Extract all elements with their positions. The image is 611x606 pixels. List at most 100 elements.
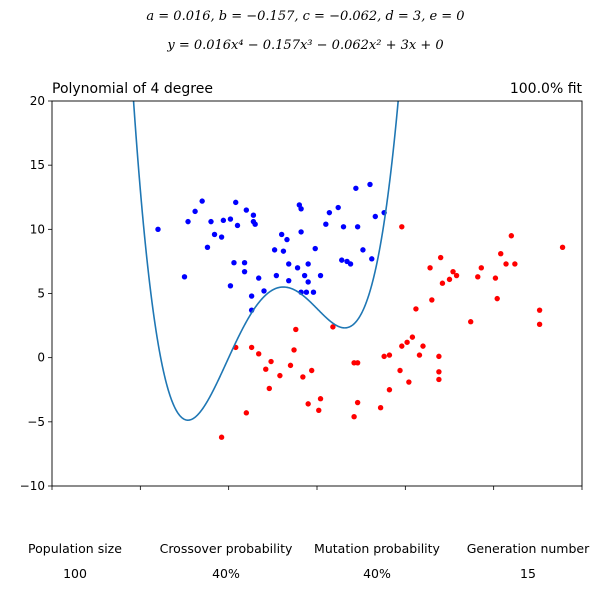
data-point	[399, 224, 405, 230]
data-point	[406, 379, 412, 385]
data-point	[450, 268, 456, 275]
data-point	[271, 247, 278, 253]
x-tick-label: −5	[131, 493, 149, 495]
data-point	[354, 399, 361, 406]
data-point	[218, 434, 225, 440]
chart-fit: 100.0% fit	[510, 81, 583, 97]
data-point	[323, 221, 329, 227]
data-point	[263, 366, 269, 372]
data-point	[268, 358, 274, 365]
data-point	[286, 261, 292, 267]
axis-ticks: −10 −5 0 5 10 15 20 −10 −5 0 5 10 15 20	[20, 94, 590, 495]
data-point	[227, 216, 234, 222]
plot-frame	[51, 100, 583, 487]
x-tick-label: 10	[398, 493, 413, 495]
data-point	[250, 212, 257, 218]
data-point	[310, 289, 317, 295]
data-point	[354, 224, 361, 230]
data-point	[305, 401, 311, 407]
data-point	[286, 277, 292, 284]
data-point	[498, 251, 504, 257]
data-point	[492, 275, 499, 281]
data-point	[439, 280, 446, 286]
data-point	[436, 369, 442, 375]
data-point	[241, 268, 248, 275]
data-point	[256, 275, 262, 281]
data-point	[386, 352, 393, 358]
y-tick-label: 5	[37, 287, 45, 301]
data-point	[478, 265, 484, 271]
data-point	[453, 272, 460, 279]
data-point	[208, 218, 214, 225]
data-point	[494, 295, 500, 302]
x-tick-label: 20	[574, 493, 589, 495]
data-point	[243, 207, 250, 213]
data-point	[211, 231, 218, 238]
data-point	[309, 367, 315, 374]
data-point	[155, 226, 161, 233]
y-tick-label: 10	[30, 222, 45, 236]
chart-title: Polynomial of 4 degree	[52, 81, 213, 97]
x-tick-label: −10	[39, 493, 64, 495]
mutation-probability-value: 40%	[363, 566, 391, 581]
data-point	[508, 233, 515, 239]
x-tick-label: 5	[313, 493, 321, 495]
data-point	[503, 261, 509, 267]
data-point	[280, 248, 287, 254]
x-tick-label: 15	[486, 493, 501, 495]
crossover-probability-value: 40%	[212, 566, 240, 581]
data-point	[386, 387, 393, 393]
mutation-probability-label: Mutation probability	[314, 541, 440, 556]
y-tick-label: 15	[30, 158, 45, 172]
data-point	[347, 261, 354, 267]
data-point	[367, 181, 373, 188]
data-point	[413, 306, 419, 312]
data-point	[436, 376, 442, 383]
data-point	[335, 204, 341, 211]
data-point	[266, 385, 272, 392]
polynomial-chart: Polynomial of 4 degree 100.0% fit −10 −5 0…	[20, 81, 590, 495]
data-point	[287, 362, 294, 369]
data-point	[199, 198, 205, 204]
y-tick-label: −10	[20, 479, 45, 493]
data-point	[409, 334, 416, 340]
x-tick-label: 0	[225, 493, 233, 495]
data-point	[303, 289, 310, 295]
data-point	[369, 256, 375, 262]
data-point	[446, 276, 453, 283]
crossover-probability-label: Crossover probability	[159, 541, 293, 556]
data-point	[231, 260, 237, 266]
data-point	[330, 324, 336, 330]
data-point	[420, 343, 426, 349]
data-point	[427, 265, 433, 271]
data-point	[278, 231, 285, 238]
data-point	[468, 319, 474, 325]
data-point	[218, 234, 225, 240]
data-point	[397, 367, 403, 374]
data-point	[252, 221, 258, 227]
data-point	[234, 222, 241, 229]
data-point	[301, 272, 308, 279]
data-point	[436, 353, 442, 360]
data-point	[559, 244, 566, 250]
y-tick-label: −5	[27, 415, 45, 429]
data-point	[248, 293, 255, 299]
data-point	[185, 218, 191, 225]
data-point	[181, 274, 188, 280]
data-point	[220, 217, 227, 224]
data-point	[377, 405, 384, 411]
data-point	[298, 229, 304, 235]
data-point	[261, 288, 267, 294]
data-point	[243, 410, 250, 416]
data-point	[437, 254, 444, 261]
data-point	[512, 261, 518, 267]
data-point	[291, 347, 297, 353]
data-point	[305, 279, 311, 285]
data-point	[284, 236, 290, 243]
data-point	[317, 396, 324, 402]
data-point	[293, 326, 299, 333]
data-point	[475, 274, 481, 280]
data-point	[354, 360, 361, 366]
data-point	[360, 247, 366, 253]
data-point	[316, 407, 322, 413]
